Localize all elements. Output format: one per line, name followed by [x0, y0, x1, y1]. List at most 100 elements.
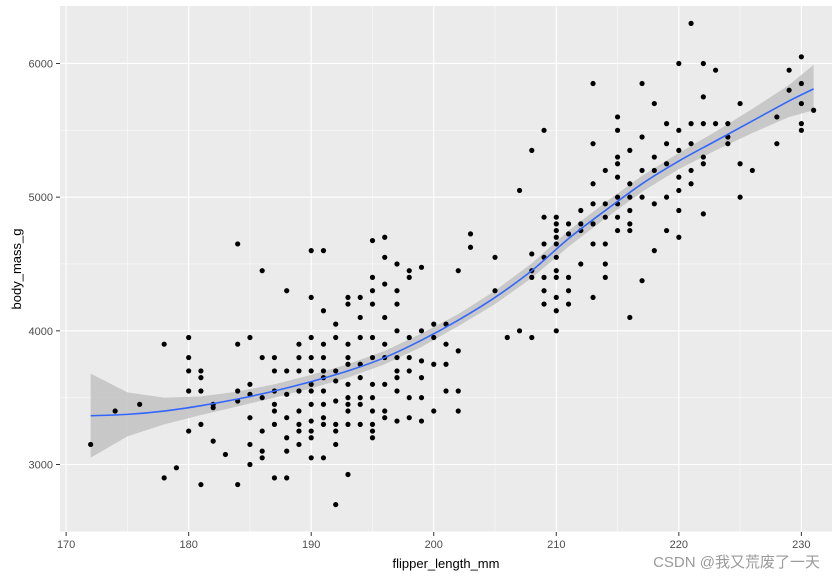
data-point	[798, 54, 804, 60]
data-point	[161, 341, 167, 347]
data-point	[553, 268, 559, 274]
data-point	[296, 368, 302, 374]
data-point	[406, 354, 412, 361]
data-point	[811, 107, 817, 113]
data-point	[700, 211, 706, 217]
data-point	[639, 194, 645, 200]
data-point	[308, 435, 314, 441]
data-point	[308, 418, 314, 424]
data-point	[369, 428, 376, 434]
data-point	[688, 181, 694, 187]
data-point	[565, 221, 572, 227]
data-point	[198, 421, 204, 427]
data-point	[590, 181, 596, 187]
x-axis-title: flipper_length_mm	[393, 556, 500, 571]
data-point	[565, 301, 572, 307]
x-tick-label: 210	[547, 539, 565, 551]
data-point	[590, 241, 596, 247]
data-point	[676, 207, 682, 214]
data-point	[590, 201, 596, 207]
data-point	[271, 401, 278, 407]
data-point	[614, 114, 621, 120]
data-point	[394, 288, 400, 294]
data-point	[467, 231, 474, 237]
data-point	[418, 264, 425, 270]
data-point	[357, 334, 363, 341]
data-point	[235, 388, 241, 394]
data-point	[333, 378, 339, 384]
data-point	[529, 147, 535, 153]
data-point	[443, 361, 449, 367]
data-point	[639, 167, 645, 174]
data-point	[614, 227, 621, 234]
data-point	[602, 261, 608, 267]
data-point	[614, 127, 621, 133]
data-point	[627, 227, 633, 234]
data-point	[676, 234, 682, 240]
data-point	[382, 381, 388, 387]
data-point	[369, 274, 376, 280]
data-point	[651, 154, 657, 160]
data-point	[382, 408, 388, 414]
data-point	[578, 207, 584, 214]
data-point	[798, 127, 804, 133]
data-point	[602, 214, 608, 220]
data-point	[284, 448, 290, 454]
data-point	[320, 248, 327, 254]
data-point	[247, 334, 253, 341]
data-point	[712, 67, 719, 73]
data-point	[443, 388, 449, 394]
data-point	[308, 368, 314, 374]
data-point	[516, 328, 523, 334]
data-point	[418, 418, 425, 424]
data-point	[394, 388, 400, 394]
data-point	[529, 251, 535, 257]
data-point	[602, 201, 608, 207]
data-point	[320, 455, 327, 461]
data-point	[394, 418, 400, 424]
data-point	[774, 114, 780, 120]
data-point	[394, 261, 400, 267]
data-point	[382, 341, 388, 347]
data-point	[369, 435, 376, 441]
data-point	[271, 475, 278, 481]
data-point	[651, 167, 657, 174]
data-point	[333, 321, 339, 327]
data-point	[676, 174, 682, 180]
data-point	[541, 288, 547, 294]
data-point	[553, 241, 559, 247]
data-point	[529, 334, 535, 341]
data-point	[676, 187, 682, 194]
data-point	[406, 395, 412, 401]
data-point	[663, 227, 670, 234]
data-point	[590, 221, 596, 227]
data-point	[663, 194, 670, 200]
data-point	[602, 167, 608, 174]
data-point	[333, 334, 339, 341]
data-point	[663, 141, 670, 147]
data-point	[394, 375, 400, 381]
data-point	[382, 254, 388, 260]
data-point	[541, 241, 547, 247]
data-point	[553, 294, 559, 301]
data-point	[308, 401, 314, 407]
data-point	[431, 408, 437, 414]
data-point	[725, 141, 731, 147]
data-point	[798, 80, 804, 87]
data-point	[222, 451, 229, 458]
data-point	[504, 334, 510, 341]
data-point	[443, 341, 449, 347]
data-point	[712, 121, 719, 127]
data-point	[186, 354, 192, 361]
data-point	[688, 167, 694, 174]
data-point	[308, 248, 314, 254]
data-point	[553, 227, 559, 234]
data-point	[431, 334, 437, 341]
data-point	[186, 388, 192, 394]
data-point	[333, 428, 339, 434]
data-point	[308, 428, 314, 434]
data-point	[247, 461, 253, 468]
data-point	[320, 368, 327, 374]
data-point	[565, 231, 572, 237]
data-point	[602, 274, 608, 280]
